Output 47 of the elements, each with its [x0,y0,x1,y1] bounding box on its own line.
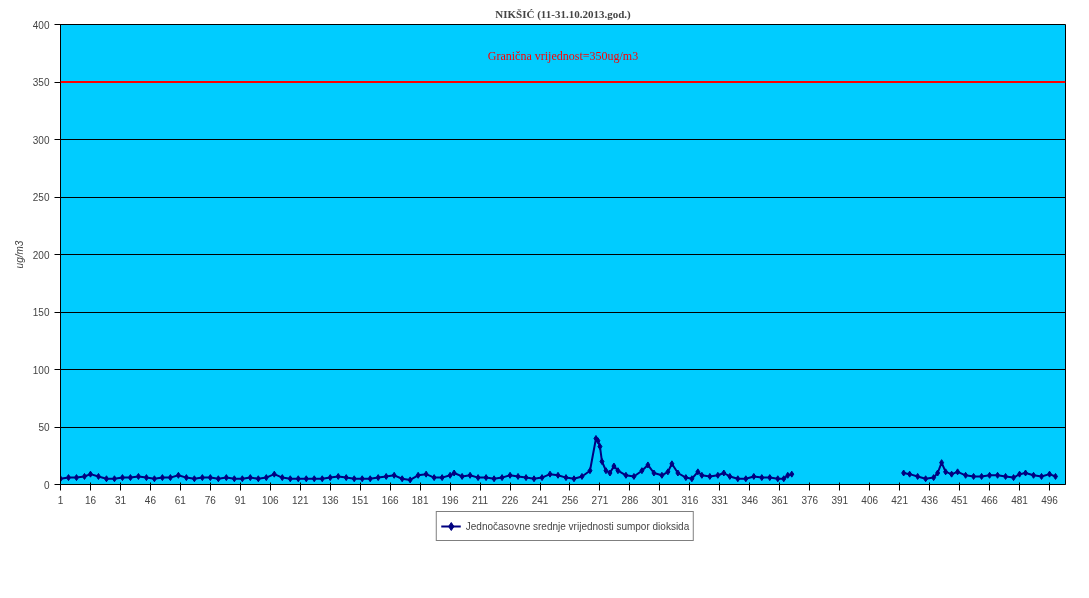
x-tick-label: 256 [561,494,579,506]
x-tick-label: 46 [144,494,157,506]
y-tick-label: 50 [38,422,50,433]
x-tick-label: 151 [351,494,369,506]
y-tick-label: 400 [32,19,50,31]
x-tick-label: 241 [531,494,549,506]
y-tick-label: 300 [32,134,50,146]
ref-line-label: Granična vrijednost=350ug/m3 [487,49,639,64]
x-tick-label: 61 [174,494,187,506]
x-tick-label: 91 [234,494,247,506]
x-tick-label: 301 [651,494,669,506]
x-tick-label: 346 [741,494,759,506]
x-tick-label: 1 [57,494,64,506]
x-tick-label: 331 [711,494,729,506]
y-tick-label: 0 [43,479,50,491]
y-tick-label: 150 [32,307,50,318]
y-axis-title: ug/m3 [13,240,25,269]
x-tick-label: 481 [1011,494,1029,506]
x-tick-label: 76 [204,494,217,506]
chart-title: NIKŠIĆ (11-31.10.2013.god.) [495,7,632,21]
x-tick-label: 166 [381,494,399,506]
x-tick-label: 421 [891,494,909,506]
x-tick-label: 31 [114,494,127,506]
x-tick-label: 16 [84,494,97,506]
x-tick-label: 136 [321,494,340,506]
x-tick-label: 376 [801,494,819,506]
y-tick-label: 100 [32,364,50,376]
x-tick-label: 316 [681,494,699,506]
x-tick-label: 466 [981,494,999,506]
x-tick-label: 211 [472,494,489,506]
x-tick-label: 106 [261,494,280,506]
x-tick-label: 391 [831,494,849,506]
x-tick-label: 181 [411,494,429,506]
x-tick-label: 406 [861,494,879,506]
x-tick-label: 196 [441,494,459,506]
y-tick-label: 250 [32,192,50,203]
x-tick-label: 496 [1041,494,1059,506]
x-tick-label: 121 [291,494,310,506]
x-tick-label: 271 [591,494,609,506]
legend-label: Jednočasovne srednje vrijednosti sumpor dioksida [465,520,690,532]
x-tick-label: 286 [621,494,639,506]
x-tick-label: 436 [921,494,939,506]
x-tick-label: 451 [951,494,969,506]
x-tick-label: 361 [771,494,789,506]
y-tick-label: 350 [32,77,50,88]
y-tick-label: 200 [32,249,50,261]
x-tick-label: 226 [501,494,519,506]
